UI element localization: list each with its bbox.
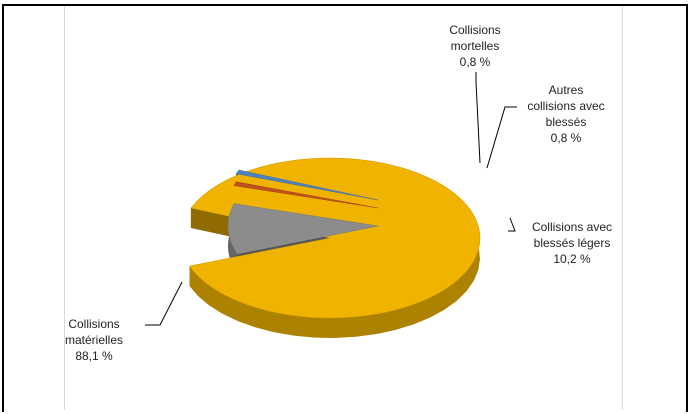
slice-collisions-avec-blessés-légers (227, 203, 379, 255)
leader-collisions-mortelles (475, 72, 481, 164)
label-collisions-materielles: Collisions matérielles 88,1 % (64, 317, 124, 363)
chart-frame (2, 4, 688, 412)
label-autres-collisions-blesses: Autres collisions avec blessés 0,8 % (527, 83, 605, 145)
label-collisions-mortelles: Collisions mortelles 0,8 % (449, 23, 501, 69)
leader-collisions-materielles (145, 281, 183, 326)
gridline-left (64, 6, 65, 410)
leader-autres-collisions (486, 106, 517, 169)
slice-collisions-mortelles (235, 169, 379, 201)
label-collisions-blesses-legers: Collisions avec blessés légers 10,2 % (531, 220, 613, 266)
slice-collisions-matérielles (189, 157, 481, 319)
leader-collisions-blesses-legers (508, 217, 516, 232)
gridline-right (622, 6, 623, 410)
slice-autres-collisions-avec-blessés (233, 181, 379, 209)
